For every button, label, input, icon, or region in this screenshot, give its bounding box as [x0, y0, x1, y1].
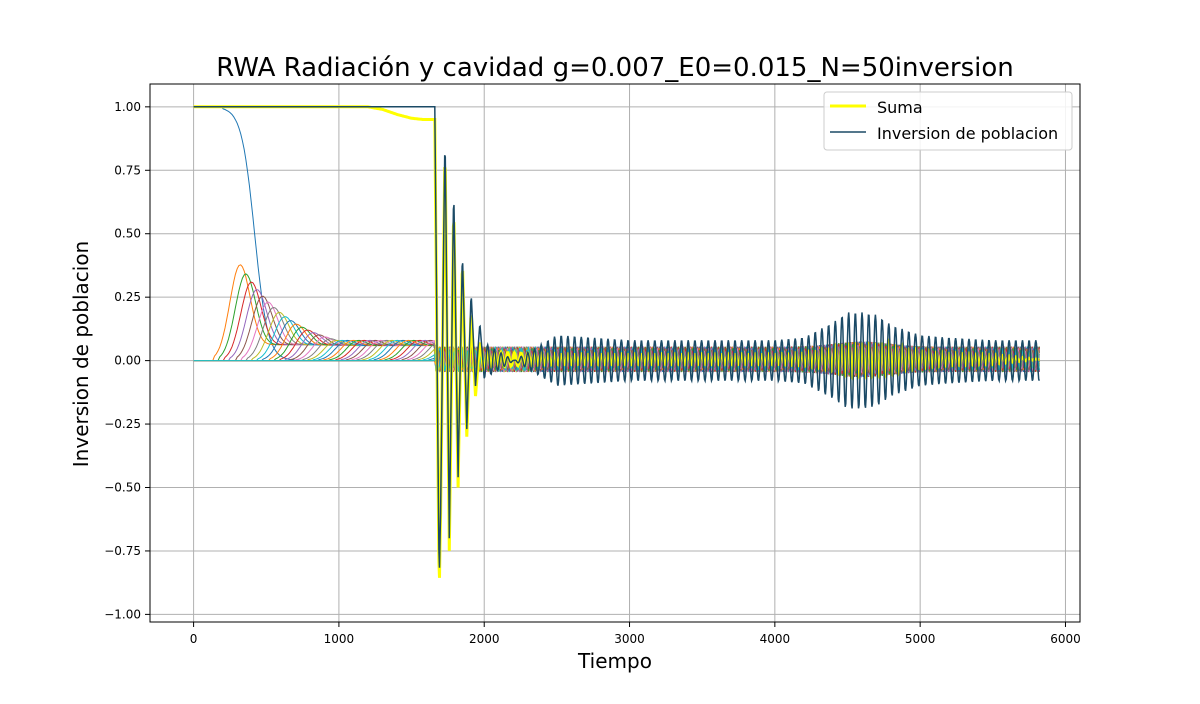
y-tick-label: −0.75 — [104, 544, 141, 558]
x-tick-label: 0 — [190, 632, 198, 646]
plot-frame — [149, 83, 1081, 623]
y-tick-label: 0.75 — [114, 163, 141, 177]
y-tick-label: 0.00 — [114, 354, 141, 368]
y-tick-label: −0.25 — [104, 417, 141, 431]
x-axis-label: Tiempo — [577, 649, 652, 673]
series-layer — [193, 105, 1040, 578]
y-tick-label: 1.00 — [114, 100, 141, 114]
y-tick-label: 0.25 — [114, 290, 141, 304]
x-tick-label: 4000 — [760, 632, 791, 646]
axis-layer: 0 1000 2000 3000 4000 5000 6000 1.00 0.75 0.50 0.2… — [104, 100, 1081, 646]
y-tick-label: 0.50 — [114, 227, 141, 241]
y-axis-label: Inversion de poblacion — [69, 241, 93, 467]
x-tick-label: 3000 — [614, 632, 645, 646]
x-tick-label: 2000 — [469, 632, 500, 646]
legend: Suma Inversion de poblacion — [823, 91, 1073, 151]
series-line-inversion — [193, 106, 1040, 568]
legend-box — [823, 91, 1073, 151]
legend-label-suma: Suma — [877, 98, 923, 117]
legend-label-inversion: Inversion de poblacion — [877, 124, 1058, 143]
x-tick-label: 1000 — [324, 632, 355, 646]
y-tick-label: −0.50 — [104, 481, 141, 495]
x-tick-label: 6000 — [1050, 632, 1081, 646]
y-tick-label: −1.00 — [104, 607, 141, 621]
x-tick-label: 5000 — [905, 632, 936, 646]
chart-title: RWA Radiación y cavidad g=0.007_E0=0.015… — [216, 53, 1013, 83]
